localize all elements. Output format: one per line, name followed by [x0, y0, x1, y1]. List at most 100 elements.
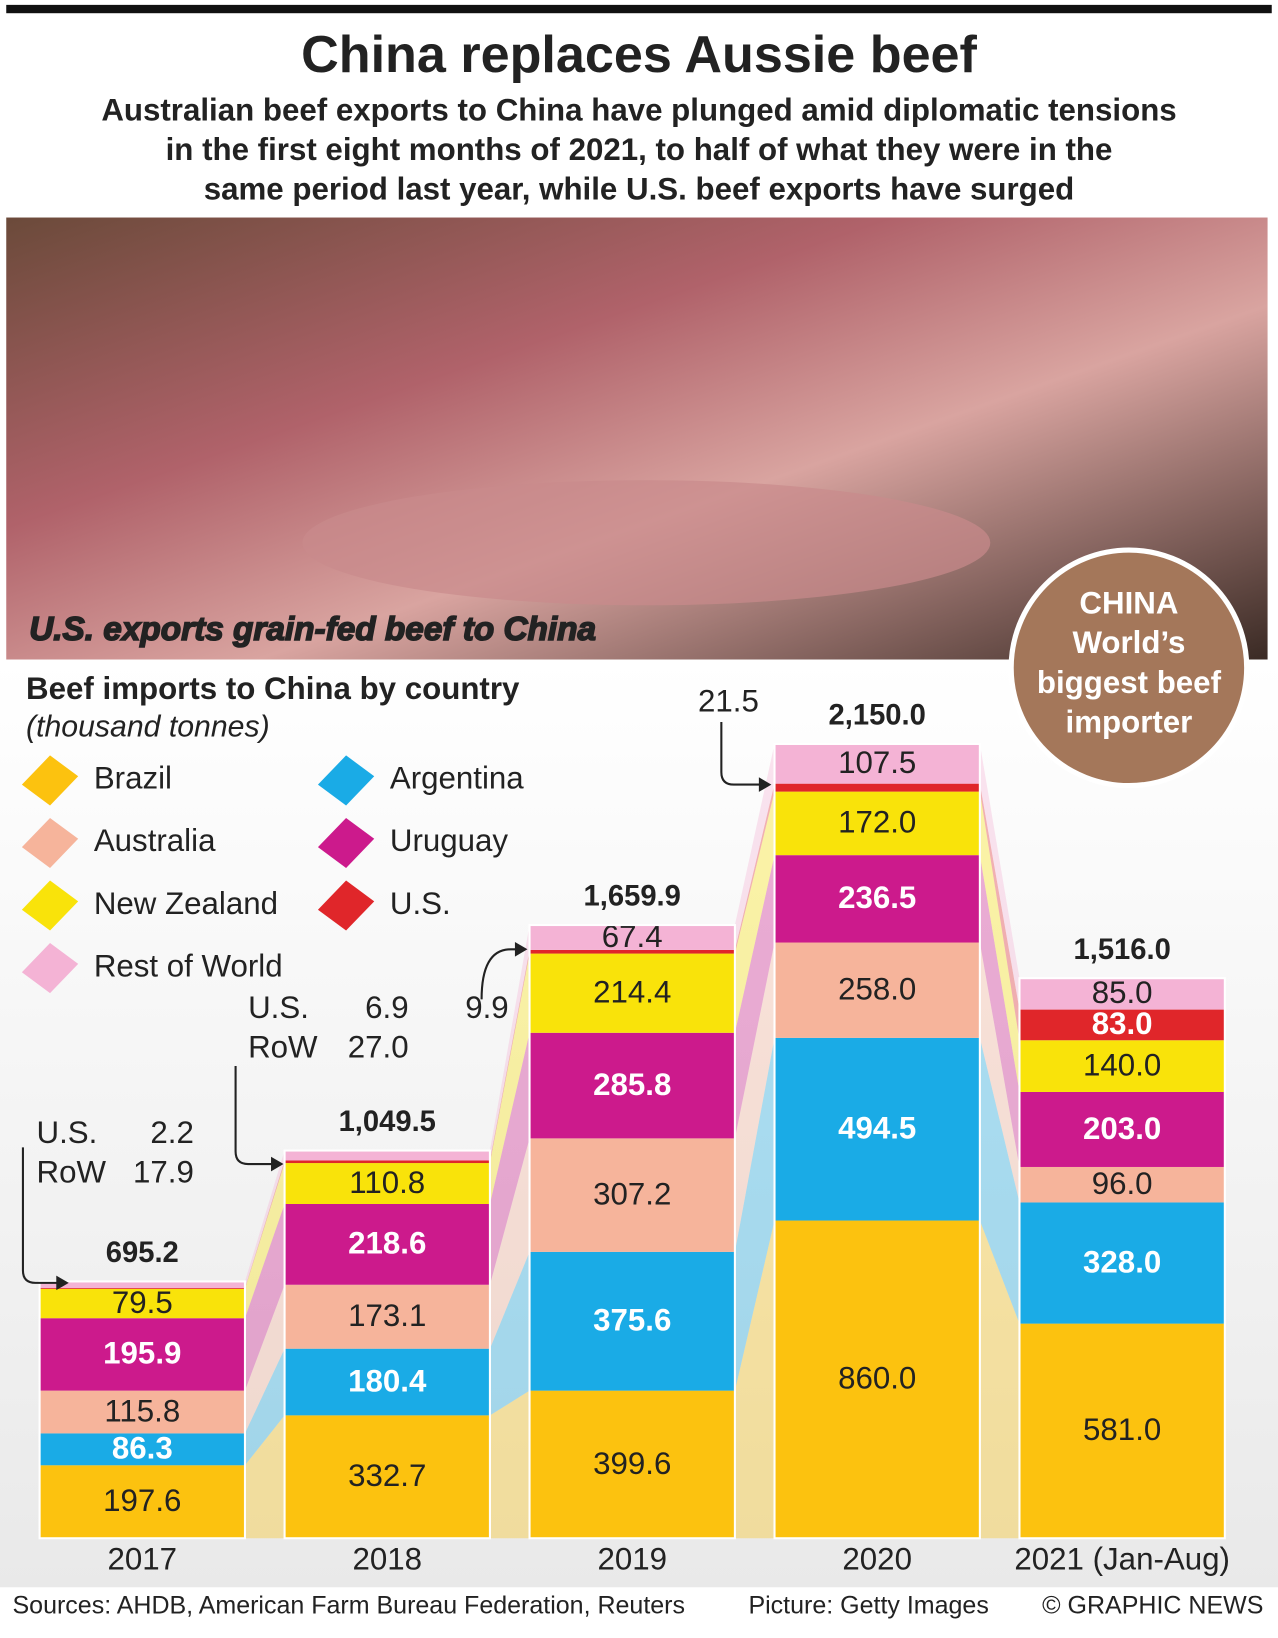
bar-outline [773, 742, 981, 1540]
connector-ribbon [244, 1160, 285, 1289]
connector-ribbon [244, 1348, 285, 1466]
bar-segment [529, 1390, 735, 1539]
connector-ribbon [734, 783, 775, 954]
value-label: 203.0 [1083, 1111, 1161, 1146]
subtitle: same period last year, while U.S. beef e… [204, 172, 1075, 207]
legend-swatch [21, 817, 79, 868]
bar-segment [1019, 1009, 1225, 1041]
badge-text: biggest beef [1037, 665, 1222, 700]
subtitle: Australian beef exports to China have pl… [101, 93, 1176, 128]
callout-name: U.S. [248, 990, 309, 1025]
copyright: © GRAPHIC NEWS [1042, 1592, 1263, 1620]
legend-label: New Zealand [94, 886, 278, 921]
value-label: 197.6 [103, 1483, 181, 1518]
callout-arrow [480, 948, 520, 1000]
connector-ribbon [734, 743, 775, 950]
legend-swatch [21, 943, 79, 994]
bar-segment [284, 1284, 490, 1349]
connector-ribbon [979, 942, 1020, 1203]
bar-segment [774, 942, 980, 1038]
value-label: 258.0 [838, 971, 916, 1006]
bar-outline [38, 1280, 247, 1540]
subtitle: in the first eight months of 2021, to ha… [166, 132, 1113, 167]
title: China replaces Aussie beef [301, 26, 977, 84]
x-tick-label: 2019 [597, 1541, 667, 1576]
badge-text: World’s [1072, 625, 1185, 660]
connector-ribbon [734, 942, 775, 1252]
legend-swatch [317, 880, 375, 931]
bar-outline [528, 923, 736, 1540]
bar-segment [774, 855, 980, 943]
bar-segment [39, 1288, 245, 1319]
callout-arrow [720, 722, 764, 786]
value-label: 195.9 [103, 1336, 181, 1371]
value-label: 494.5 [838, 1110, 916, 1145]
bar-segment [529, 1251, 735, 1391]
callout-arrow [234, 1066, 276, 1166]
callout-value: 9.9 [465, 990, 508, 1025]
x-tick-label: 2021 (Jan-Aug) [1014, 1541, 1230, 1576]
value-label: 110.8 [349, 1165, 425, 1200]
value-label: 332.7 [348, 1458, 426, 1493]
photo-caption: U.S. exports grain-fed beef to China [29, 611, 596, 648]
bar-segment [284, 1203, 490, 1285]
bar-segment [284, 1150, 490, 1161]
badge [1008, 547, 1250, 789]
callout-name: RoW [248, 1030, 318, 1065]
value-label: 328.0 [1083, 1244, 1161, 1279]
value-label: 375.6 [593, 1303, 671, 1338]
callout-arrow [21, 1147, 61, 1284]
badge-text: importer [1066, 704, 1193, 739]
bar-segment [39, 1465, 245, 1539]
top-rule [6, 4, 1272, 14]
total-label: 695.2 [106, 1237, 179, 1269]
x-tick-label: 2017 [108, 1541, 178, 1576]
callout-value: 17.9 [133, 1155, 194, 1190]
total-label: 1,659.9 [584, 881, 681, 913]
bar-segment [39, 1390, 245, 1434]
bar-segment [39, 1288, 245, 1289]
bar-segment [1019, 1166, 1225, 1203]
callout-arrowhead [271, 1156, 284, 1172]
bar-segment [774, 791, 980, 856]
value-label: 180.4 [348, 1363, 427, 1398]
connector-ribbon [244, 1150, 285, 1289]
bar-segment [774, 1037, 980, 1221]
callout-value: 2.2 [150, 1115, 193, 1150]
callout-arrowhead [758, 777, 772, 792]
callout-arrowhead [514, 942, 528, 957]
badge-text: CHINA [1079, 586, 1178, 621]
connector-ribbon [244, 1163, 285, 1319]
bar-segment [284, 1348, 490, 1416]
bar-segment [529, 1032, 735, 1139]
value-label: 85.0 [1092, 975, 1153, 1010]
total-label: 1,516.0 [1073, 934, 1170, 966]
bar-segment [529, 1138, 735, 1252]
connector-ribbon [979, 743, 1020, 1010]
value-label: 860.0 [838, 1361, 916, 1396]
connector-ribbon [734, 855, 775, 1139]
value-label: 173.1 [348, 1298, 426, 1333]
connector-ribbon [979, 1220, 1020, 1539]
bar-segment [774, 783, 980, 792]
value-label: 218.6 [348, 1226, 426, 1261]
legend-label: Australia [94, 823, 216, 858]
connector-ribbon [734, 791, 775, 1033]
value-label: 115.8 [104, 1393, 180, 1428]
bar-segment [1019, 1091, 1225, 1167]
value-label: 399.6 [593, 1446, 671, 1481]
legend-label: Argentina [390, 761, 524, 796]
legend-label: U.S. [390, 886, 451, 921]
value-label: 79.5 [112, 1285, 173, 1320]
bar-segment [774, 1220, 980, 1539]
value-label: 96.0 [1092, 1166, 1153, 1201]
value-label: 107.5 [838, 745, 916, 780]
connector-ribbon [979, 1037, 1020, 1324]
value-label: 236.5 [838, 880, 916, 915]
bar-segment [529, 949, 735, 954]
x-tick-label: 2018 [352, 1541, 422, 1576]
callout-value: 6.9 [365, 990, 408, 1025]
value-label: 86.3 [112, 1431, 173, 1466]
bar-segment [529, 925, 735, 950]
